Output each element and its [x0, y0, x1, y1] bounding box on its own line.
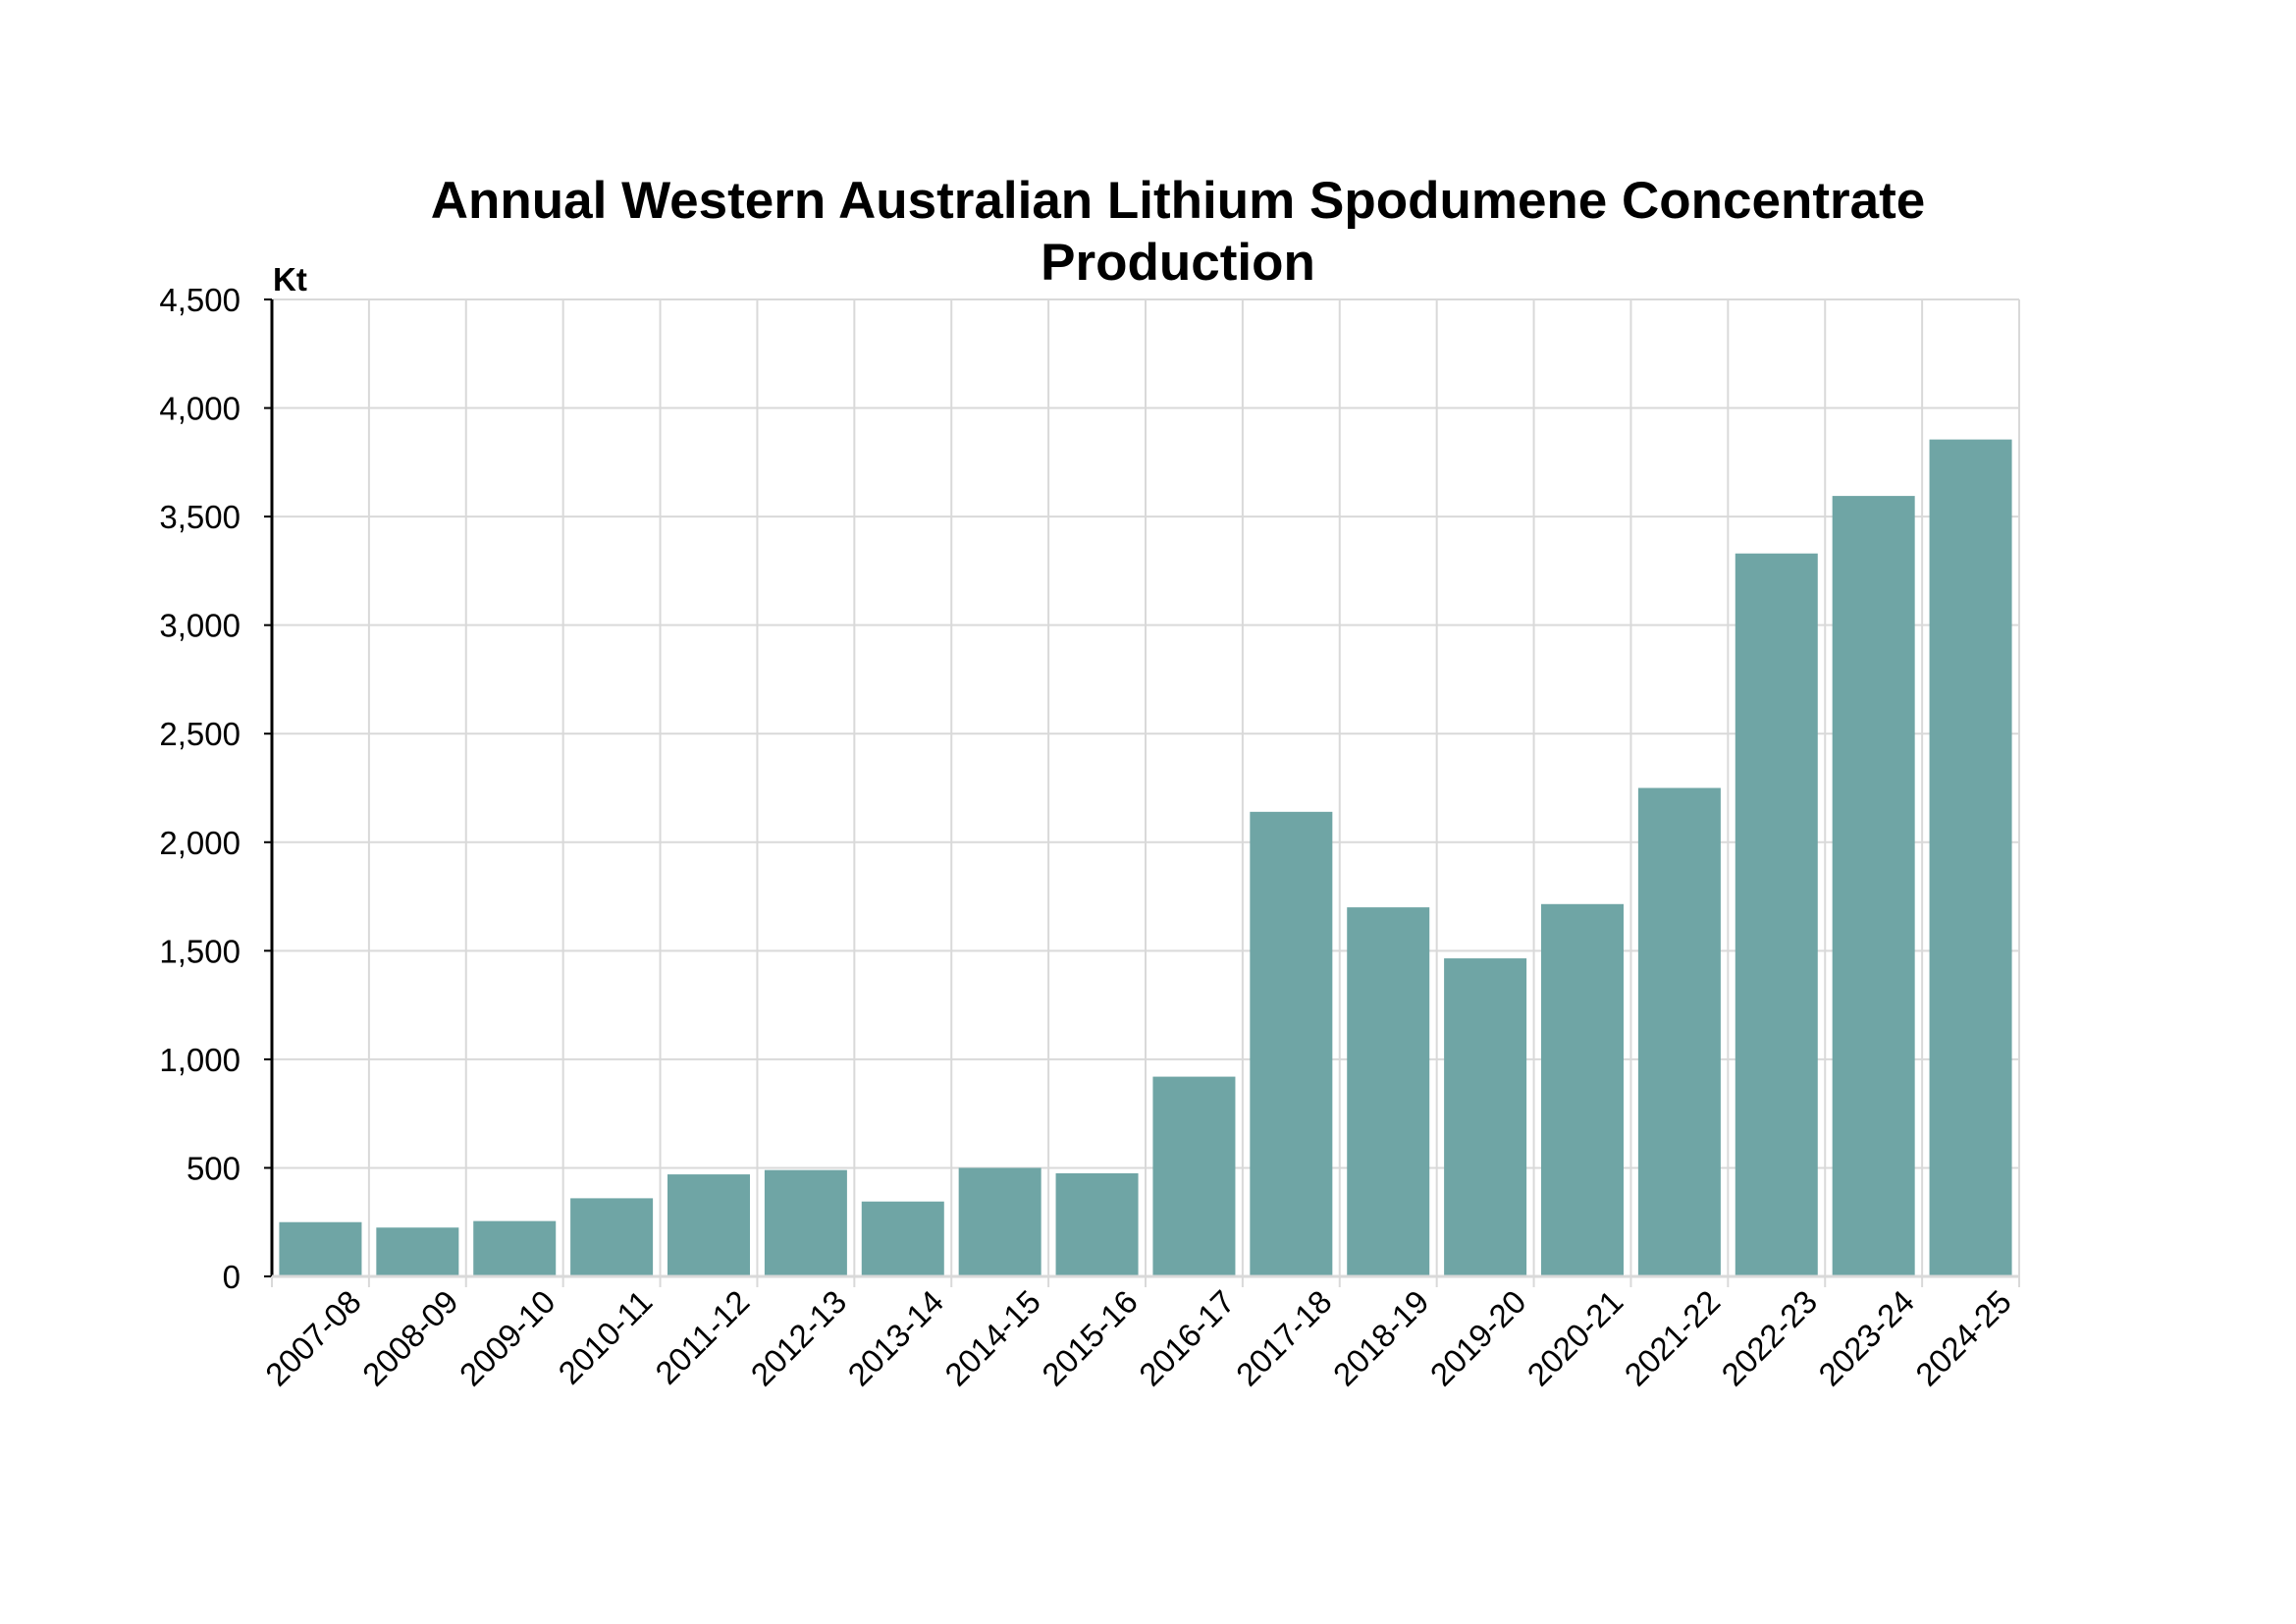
x-tick-label: 2024-25 [1908, 1283, 2018, 1393]
x-tick-label: 2007-08 [258, 1283, 368, 1393]
y-tick-label: 4,000 [159, 391, 240, 427]
x-tick-label: 2008-09 [355, 1283, 465, 1393]
y-tick-label: 4,500 [159, 282, 240, 318]
bar-2015-16 [1055, 1172, 1139, 1276]
x-tick-label: 2023-24 [1811, 1283, 1921, 1393]
y-tick-labels: 0 500 1,000 1,500 2,000 2,500 3,000 3,500 4,000 4… [159, 282, 240, 1295]
x-tick-label: 2014-15 [937, 1283, 1047, 1393]
bar-2007-08 [279, 1221, 362, 1276]
x-tick-label: 2020-21 [1521, 1283, 1630, 1393]
y-tick-label: 3,000 [159, 608, 240, 644]
bar-2016-17 [1152, 1076, 1236, 1276]
x-tick-label: 2016-17 [1132, 1283, 1242, 1393]
x-tick-label: 2013-14 [840, 1283, 950, 1393]
bar-2023-24 [1832, 496, 1915, 1276]
x-tick-label: 2017-18 [1229, 1283, 1339, 1393]
bar-2019-20 [1444, 958, 1527, 1276]
x-tick-label: 2015-16 [1035, 1283, 1145, 1393]
x-tick-label: 2012-13 [743, 1283, 853, 1393]
x-tick-label: 2018-19 [1326, 1283, 1436, 1393]
y-tick-label: 2,000 [159, 825, 240, 861]
bar-2024-25 [1929, 439, 2012, 1276]
y-tick-label: 0 [223, 1259, 240, 1295]
bar-2013-14 [861, 1201, 944, 1276]
bar-2021-22 [1637, 787, 1721, 1276]
y-tick-label: 500 [187, 1150, 240, 1186]
x-tick-label: 2019-20 [1423, 1283, 1533, 1393]
chart-title-line-2: Production [1041, 234, 1315, 292]
y-tick-label: 3,500 [159, 499, 240, 535]
bar-2011-12 [667, 1174, 750, 1276]
y-tick-label: 1,500 [159, 933, 240, 969]
bar-2008-09 [376, 1227, 459, 1276]
chart-title-line-1: Annual Western Australian Lithium Spodum… [431, 172, 1925, 230]
axes [264, 298, 2020, 1287]
y-axis-unit: Kt [273, 261, 307, 298]
bar-2010-11 [570, 1198, 654, 1276]
bar-2012-13 [764, 1169, 847, 1276]
bar-2014-15 [958, 1167, 1041, 1276]
bar-2022-23 [1735, 553, 1818, 1276]
bar-2018-19 [1347, 907, 1430, 1276]
x-tick-labels: 2007-082008-092009-102010-112011-122012-… [258, 1283, 2018, 1393]
y-tick-label: 2,500 [159, 716, 240, 752]
x-tick-label: 2010-11 [551, 1283, 659, 1391]
bar-2020-21 [1541, 903, 1624, 1276]
x-tick-label: 2011-12 [648, 1283, 756, 1391]
x-tick-label: 2021-22 [1617, 1283, 1727, 1393]
bars [279, 439, 2012, 1276]
bar-2009-10 [473, 1220, 557, 1276]
grid [272, 298, 2020, 1276]
x-tick-label: 2022-23 [1714, 1283, 1824, 1393]
x-tick-label: 2009-10 [453, 1283, 562, 1393]
y-tick-label: 1,000 [159, 1042, 240, 1078]
bar-2017-18 [1250, 811, 1333, 1276]
